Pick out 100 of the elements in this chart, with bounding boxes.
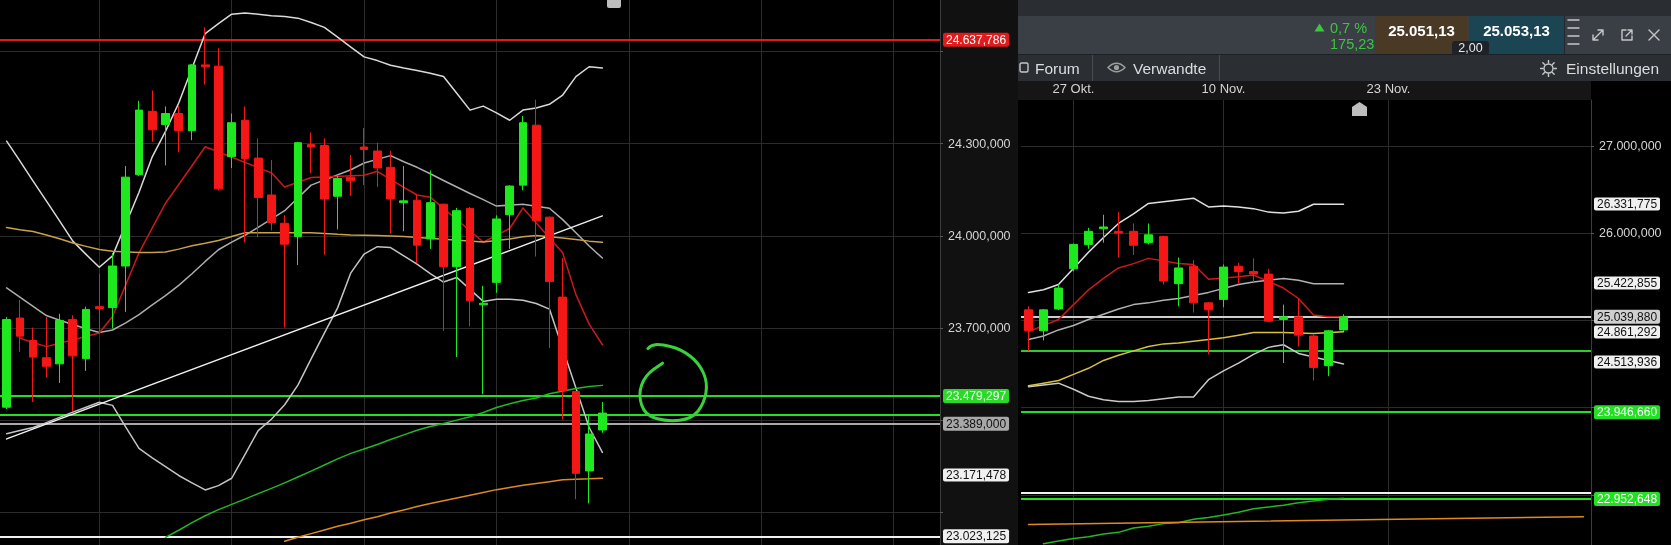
candlestick (135, 100, 143, 177)
candlestick (1249, 257, 1258, 283)
y-tick-label: 24.000,000 (948, 228, 1011, 243)
line-series (5, 12, 604, 269)
candlestick (373, 142, 382, 188)
candlestick (1084, 227, 1093, 250)
candlestick (121, 165, 130, 313)
text: 0,7 % (1330, 20, 1368, 36)
candlestick (29, 327, 37, 403)
candlestick (174, 104, 183, 153)
candlestick (267, 159, 276, 231)
candlestick (492, 214, 501, 294)
text: Verwandte (1133, 60, 1207, 77)
candlestick (161, 105, 170, 166)
candlestick (466, 206, 474, 327)
text: 24.861,292 (1594, 324, 1661, 339)
text: 175,23 (1330, 35, 1375, 52)
candlestick (307, 132, 315, 174)
candlestick (346, 154, 355, 197)
text: 2,00 (1458, 41, 1483, 55)
line-series (283, 477, 604, 543)
ref-line-label: 22.952,648 (1597, 491, 1658, 506)
candlestick (1054, 284, 1063, 311)
candlestick (320, 137, 329, 256)
ref-line-label: 23.479,297 (946, 389, 1007, 404)
candlestick (1234, 262, 1243, 285)
candlestick (333, 175, 342, 230)
ref-line-label: 25.039,880 (1597, 309, 1658, 324)
y-tick-label: 26.000,000 (1599, 226, 1662, 241)
text: 25.422,855 (1594, 275, 1661, 290)
line-series (1027, 330, 1345, 387)
candlestick (479, 285, 488, 395)
candlestick (360, 127, 368, 186)
candlestick (439, 203, 448, 332)
candlestick (413, 193, 421, 264)
candlestick (1099, 214, 1108, 244)
text: 26.331,775 (1594, 196, 1661, 211)
y-tick-label: 23.700,000 (948, 321, 1011, 336)
line-series (1027, 344, 1345, 403)
candlestick (1279, 304, 1288, 364)
x-tick-label: 10 Nov. (1201, 81, 1246, 96)
candlestick (1114, 211, 1123, 258)
candlestick (532, 99, 541, 258)
candlestick (558, 257, 567, 421)
candlestick (386, 150, 395, 235)
text: Forum (1035, 60, 1080, 77)
text: 25.051,13 (1388, 22, 1455, 39)
ref-line-label: 24.637,786 (946, 32, 1007, 47)
candlestick (108, 252, 117, 329)
candlestick (399, 165, 408, 232)
text: 24.513,936 (1594, 354, 1661, 369)
candlestick (1324, 329, 1333, 377)
candlestick (1219, 263, 1228, 308)
candlestick (519, 115, 527, 191)
candlestick (1159, 235, 1168, 286)
candlestick (426, 169, 435, 250)
candlestick (82, 306, 90, 372)
candlestick (241, 105, 249, 243)
text: 23.171,478 (943, 467, 1010, 482)
line-series (164, 384, 604, 539)
candlestick (452, 207, 461, 358)
candlestick (2, 316, 11, 410)
candlestick (68, 314, 77, 412)
candlestick (1309, 333, 1318, 382)
candlestick (1339, 313, 1348, 332)
candlestick (1024, 305, 1033, 352)
line-series (5, 245, 604, 491)
candlestick (505, 184, 514, 250)
candlestick (1069, 243, 1078, 272)
candlestick (1174, 257, 1183, 307)
x-tick-label: 27 Okt. (1052, 81, 1095, 96)
candlestick (148, 89, 157, 143)
candlestick (42, 316, 51, 379)
candlestick (1264, 268, 1273, 323)
text: 25.053,13 (1483, 22, 1550, 39)
candlestick (16, 299, 24, 353)
candlestick (188, 63, 196, 141)
candlestick (1189, 259, 1198, 313)
candlestick (294, 141, 302, 266)
line-series (5, 226, 604, 254)
ref-line-label: 23.946,660 (1597, 405, 1658, 420)
candlestick (280, 214, 289, 329)
line-series (1027, 277, 1345, 341)
candlestick (254, 137, 263, 238)
candlestick (227, 112, 236, 169)
ref-line-label: 23.023,125 (946, 529, 1007, 544)
candlestick (1294, 298, 1303, 347)
candlestick (1144, 222, 1153, 245)
candlestick (201, 26, 210, 86)
text: Einstellungen (1566, 60, 1660, 77)
candlestick (1204, 301, 1213, 355)
y-tick-label: 27.000,000 (1599, 138, 1662, 153)
candlestick (572, 390, 580, 500)
candlestick (1129, 222, 1138, 256)
candlestick (214, 47, 223, 191)
ref-line-label: 23.389,000 (946, 416, 1007, 431)
line-series (1042, 497, 1345, 545)
candlestick (55, 313, 64, 384)
line-series (1027, 197, 1345, 294)
x-tick-label: 23 Nov. (1366, 81, 1411, 96)
